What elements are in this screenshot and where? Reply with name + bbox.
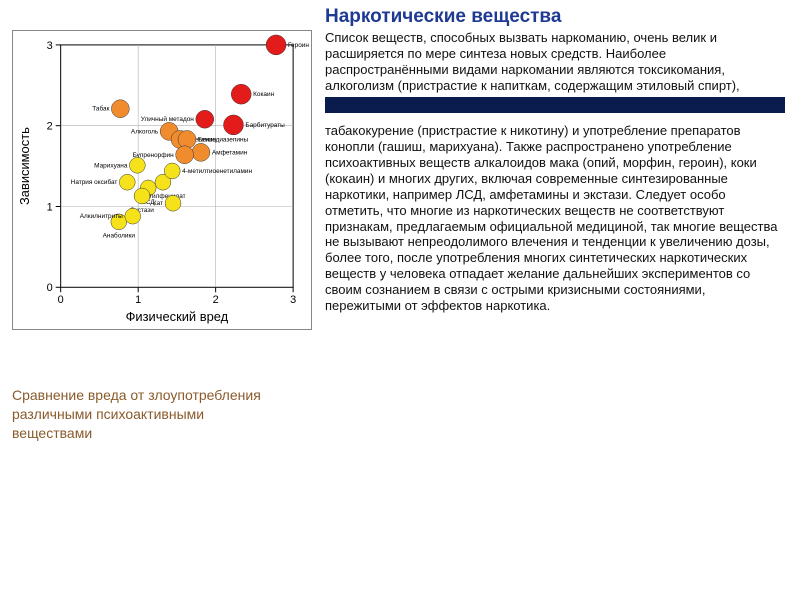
data-point-label: Алкилнитриты <box>80 213 123 220</box>
data-point <box>134 188 150 204</box>
page-title: Наркотические вещества <box>325 6 785 28</box>
data-point-label: Анаболики <box>103 232 136 240</box>
data-point <box>266 35 286 55</box>
data-point-label: Уличный метадон <box>141 115 195 123</box>
svg-text:0: 0 <box>58 294 64 306</box>
data-point-label: Кокаин <box>253 91 274 98</box>
data-point <box>111 100 129 118</box>
data-point-label: Героин <box>288 42 309 49</box>
data-point <box>196 110 214 128</box>
paragraph-1: Список веществ, способных вызвать нарком… <box>325 30 785 93</box>
svg-text:1: 1 <box>47 201 53 213</box>
data-point <box>125 208 141 224</box>
scatter-chart: 00 1 1 2 2 3 3 Физический вред Зависимость Героин… <box>13 31 311 329</box>
svg-text:3: 3 <box>47 40 53 52</box>
svg-text:1: 1 <box>135 294 141 306</box>
data-point <box>192 143 210 161</box>
paragraph-2: табакокурение (пристрастие к никотину) и… <box>325 123 785 313</box>
svg-text:2: 2 <box>213 294 219 306</box>
data-point-label: Бензодиазепины <box>198 136 249 143</box>
data-point <box>178 130 196 148</box>
data-point-label: Табак <box>92 105 109 113</box>
data-point <box>231 84 251 104</box>
data-point-label: Натрия оксибат <box>71 178 118 186</box>
svg-text:Зависимость: Зависимость <box>17 127 32 205</box>
data-point <box>224 115 244 135</box>
svg-text:Физический вред: Физический вред <box>126 309 229 324</box>
data-point-label: 4-метилтиоенетиламин <box>182 168 252 175</box>
data-point-label: Марихуана <box>94 162 128 169</box>
chart-caption: Сравнение вреда от злоупотребления разли… <box>12 386 262 443</box>
data-point <box>119 174 135 190</box>
svg-text:3: 3 <box>290 294 296 306</box>
data-point-label: Кат <box>153 200 163 207</box>
redaction-bar <box>325 97 785 113</box>
svg-text:0: 0 <box>47 282 53 294</box>
data-point <box>176 146 194 164</box>
data-point <box>129 157 145 173</box>
data-point <box>165 195 181 211</box>
data-point-label: Барбитураты <box>245 121 285 129</box>
data-point <box>164 163 180 179</box>
svg-text:2: 2 <box>47 121 53 133</box>
data-point-label: Алкоголь <box>131 128 159 135</box>
data-point-label: Амфетамин <box>212 149 248 156</box>
chart-container: 00 1 1 2 2 3 3 Физический вред Зависимость Героин… <box>12 30 312 330</box>
